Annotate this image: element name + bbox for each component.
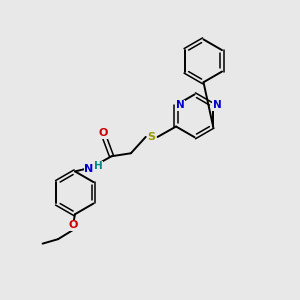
Text: H: H xyxy=(94,161,102,171)
Text: N: N xyxy=(84,164,94,174)
Text: O: O xyxy=(98,128,108,138)
Text: N: N xyxy=(213,100,221,110)
Text: S: S xyxy=(148,132,156,142)
Text: O: O xyxy=(69,220,78,230)
Text: N: N xyxy=(176,100,184,110)
